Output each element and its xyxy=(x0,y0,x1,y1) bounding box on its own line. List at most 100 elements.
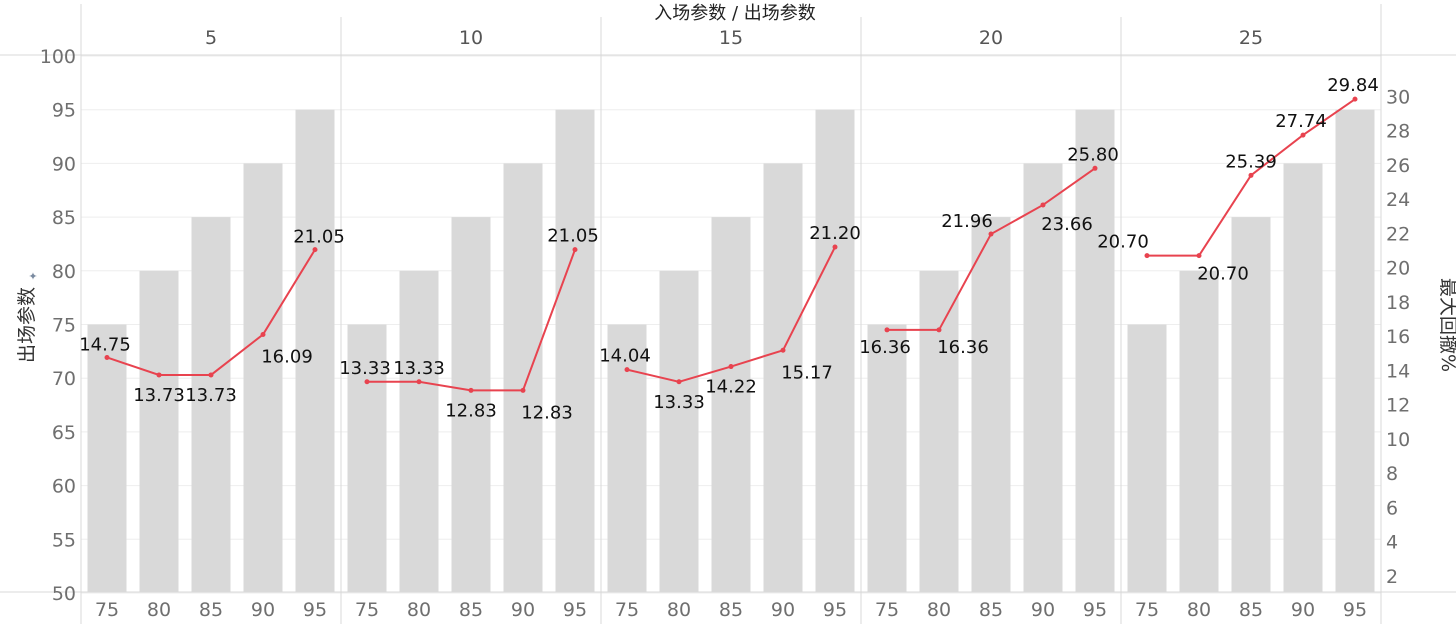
y-left-tick-label: 80 xyxy=(52,261,76,283)
panel-header: 5 xyxy=(205,27,217,49)
line-point xyxy=(624,367,630,373)
y-right-tick-label: 26 xyxy=(1386,155,1410,177)
line-point xyxy=(936,327,942,333)
bar-series xyxy=(87,109,1375,592)
y-right-tick-label: 12 xyxy=(1386,395,1410,417)
data-label: 21.20 xyxy=(809,223,861,244)
bar xyxy=(1179,270,1219,592)
x-tick-label: 80 xyxy=(927,599,951,621)
x-tick-label: 85 xyxy=(1239,599,1263,621)
data-label: 14.04 xyxy=(599,346,651,367)
line-point xyxy=(1300,132,1306,138)
bar xyxy=(243,163,283,592)
line-point xyxy=(780,347,786,353)
line-point xyxy=(728,364,734,370)
x-tick-label: 95 xyxy=(823,599,847,621)
y-right-tick-label: 6 xyxy=(1386,497,1398,519)
x-tick-label: 95 xyxy=(1343,599,1367,621)
panel-header: 15 xyxy=(719,27,743,49)
line-point xyxy=(104,354,110,360)
bar xyxy=(971,217,1011,592)
x-tick-label: 75 xyxy=(875,599,899,621)
bar xyxy=(1231,217,1271,592)
bar xyxy=(711,217,751,592)
line-point xyxy=(1040,202,1046,208)
y-right-axis-label: 最大回撤% xyxy=(1437,278,1456,372)
bar xyxy=(555,109,595,592)
x-tick-label: 85 xyxy=(979,599,1003,621)
bar xyxy=(659,270,699,592)
sort-indicator-icon[interactable]: ✦ xyxy=(28,270,37,283)
y-right-tick-label: 2 xyxy=(1386,566,1398,588)
x-tick-label: 85 xyxy=(459,599,483,621)
y-left-tick-label: 90 xyxy=(52,153,76,175)
line-point xyxy=(208,372,214,378)
line-point xyxy=(1196,253,1202,259)
bar xyxy=(815,109,855,592)
bar xyxy=(295,109,335,592)
x-tick-label: 75 xyxy=(1135,599,1159,621)
bar xyxy=(1283,163,1323,592)
data-label: 25.39 xyxy=(1225,151,1277,172)
y-right-tick-label: 10 xyxy=(1386,429,1410,451)
bar xyxy=(1335,109,1375,592)
bar xyxy=(867,324,907,592)
y-right-tick-label: 18 xyxy=(1386,292,1410,314)
x-tick-label: 80 xyxy=(147,599,171,621)
panel-header: 20 xyxy=(979,27,1003,49)
x-tick-label: 75 xyxy=(95,599,119,621)
line-point xyxy=(1092,165,1098,171)
line-point xyxy=(312,247,318,253)
x-tick-label: 90 xyxy=(511,599,535,621)
line-point xyxy=(468,387,474,393)
bar xyxy=(919,270,959,592)
bar xyxy=(1075,109,1115,592)
x-tick-label: 80 xyxy=(667,599,691,621)
data-label: 13.73 xyxy=(185,385,237,406)
y-left-tick-label: 95 xyxy=(52,100,76,122)
data-label: 20.70 xyxy=(1097,232,1149,253)
line-point xyxy=(676,379,682,385)
bar xyxy=(763,163,803,592)
x-tick-label: 90 xyxy=(251,599,275,621)
line-point xyxy=(364,379,370,385)
data-label: 21.05 xyxy=(547,226,599,247)
y-left-tick-label: 65 xyxy=(52,422,76,444)
data-label: 12.83 xyxy=(445,400,497,421)
data-label: 21.05 xyxy=(293,227,345,248)
y-right-tick-label: 8 xyxy=(1386,463,1398,485)
data-label: 20.70 xyxy=(1197,264,1249,285)
y-right-tick-label: 24 xyxy=(1386,189,1410,211)
data-label: 21.96 xyxy=(941,211,993,232)
bar xyxy=(451,217,491,592)
y-left-tick-label: 55 xyxy=(52,529,76,551)
x-tick-label: 95 xyxy=(563,599,587,621)
y-left-tick-label: 85 xyxy=(52,207,76,229)
x-tick-label: 90 xyxy=(771,599,795,621)
x-tick-label: 85 xyxy=(719,599,743,621)
bar xyxy=(139,270,179,592)
data-label: 13.33 xyxy=(339,358,391,379)
panel-header: 10 xyxy=(459,27,483,49)
line-point xyxy=(1248,172,1254,178)
data-label: 13.33 xyxy=(653,392,705,413)
x-tick-label: 75 xyxy=(355,599,379,621)
bar xyxy=(1023,163,1063,592)
line-point xyxy=(260,332,266,338)
data-label: 15.17 xyxy=(781,362,833,383)
y-left-axis-label: 出场参数 xyxy=(16,287,38,363)
data-label: 12.83 xyxy=(521,402,573,423)
x-tick-label: 80 xyxy=(407,599,431,621)
y-right-tick-label: 30 xyxy=(1386,86,1410,108)
data-label: 25.80 xyxy=(1067,144,1119,165)
y-right-tick-label: 4 xyxy=(1386,532,1398,554)
panel-header: 25 xyxy=(1239,27,1263,49)
y-left-tick-label: 50 xyxy=(52,583,76,605)
data-label: 13.33 xyxy=(393,358,445,379)
line-point xyxy=(1144,253,1150,259)
line-point xyxy=(520,387,526,393)
chart-text: 5055606570758085909510024681012141618202… xyxy=(40,27,1410,621)
line-point xyxy=(884,327,890,333)
x-tick-label: 90 xyxy=(1291,599,1315,621)
